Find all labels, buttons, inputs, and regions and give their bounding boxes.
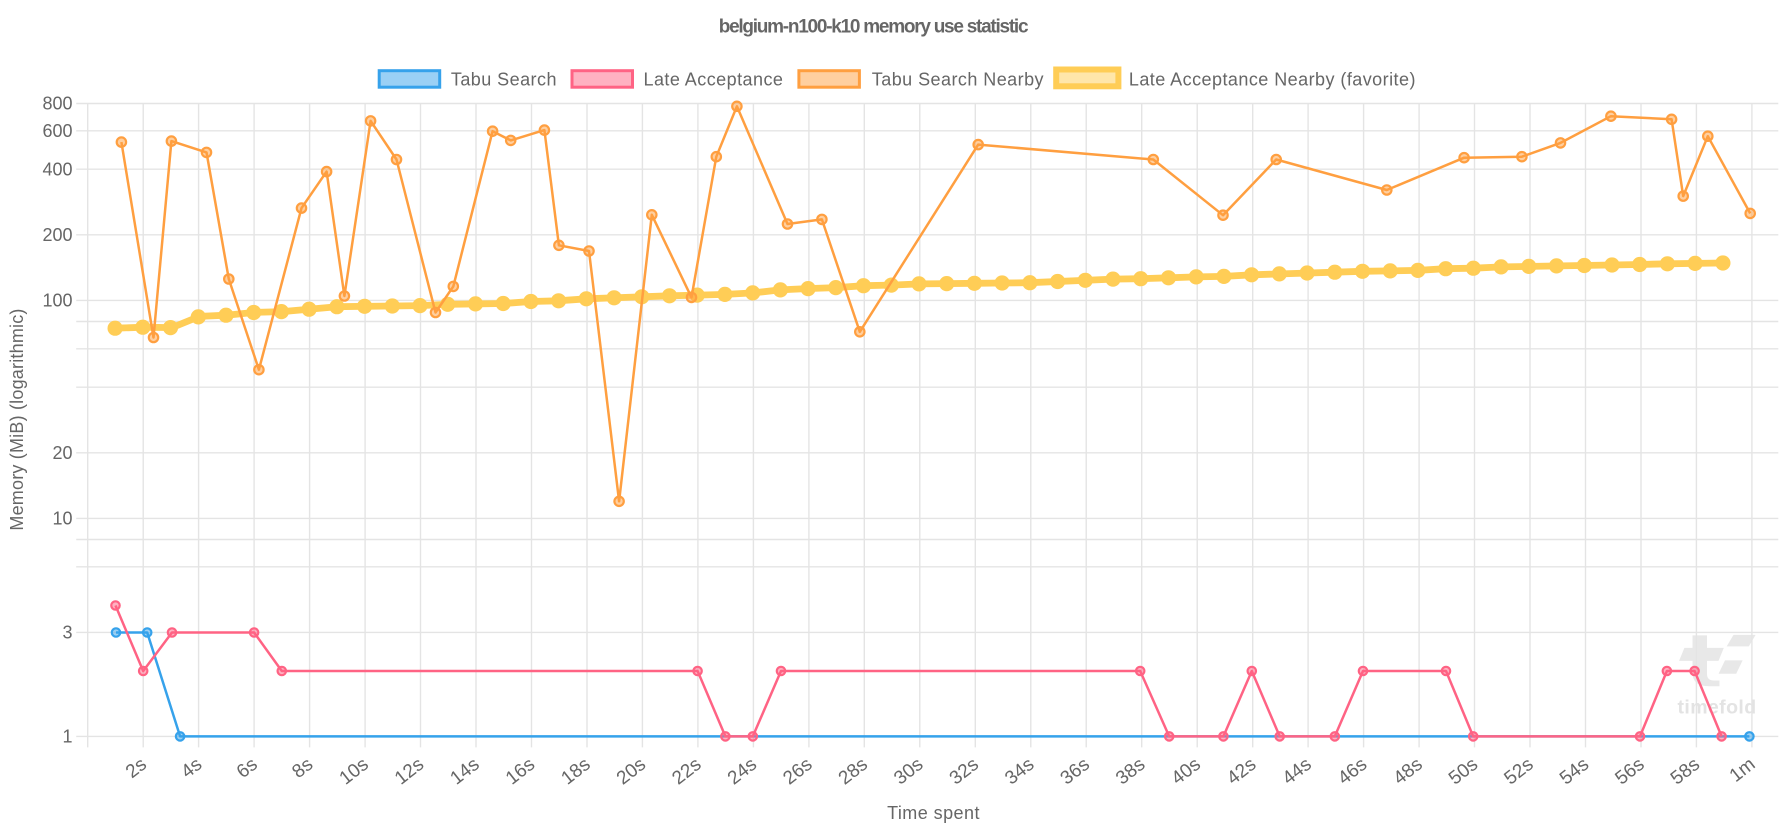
svg-text:Late Acceptance Nearby (favori: Late Acceptance Nearby (favorite) [1129, 69, 1416, 89]
svg-text:1: 1 [62, 727, 72, 747]
svg-text:200: 200 [42, 225, 72, 245]
svg-text:Tabu Search Nearby: Tabu Search Nearby [872, 69, 1044, 89]
svg-text:Time spent: Time spent [887, 803, 980, 823]
svg-text:20: 20 [52, 443, 72, 463]
svg-text:600: 600 [42, 121, 72, 141]
svg-text:400: 400 [42, 159, 72, 179]
svg-text:800: 800 [42, 94, 72, 114]
svg-text:10: 10 [52, 509, 72, 529]
svg-text:Memory (MiB) (logarithmic): Memory (MiB) (logarithmic) [7, 308, 27, 530]
svg-text:3: 3 [62, 623, 72, 643]
svg-text:100: 100 [42, 291, 72, 311]
svg-text:belgium-n100-k10 memory use st: belgium-n100-k10 memory use statistic [719, 17, 1029, 38]
svg-text:timefold: timefold [1677, 697, 1756, 719]
svg-text:Late Acceptance: Late Acceptance [644, 69, 784, 89]
svg-text:Tabu Search: Tabu Search [451, 69, 557, 89]
